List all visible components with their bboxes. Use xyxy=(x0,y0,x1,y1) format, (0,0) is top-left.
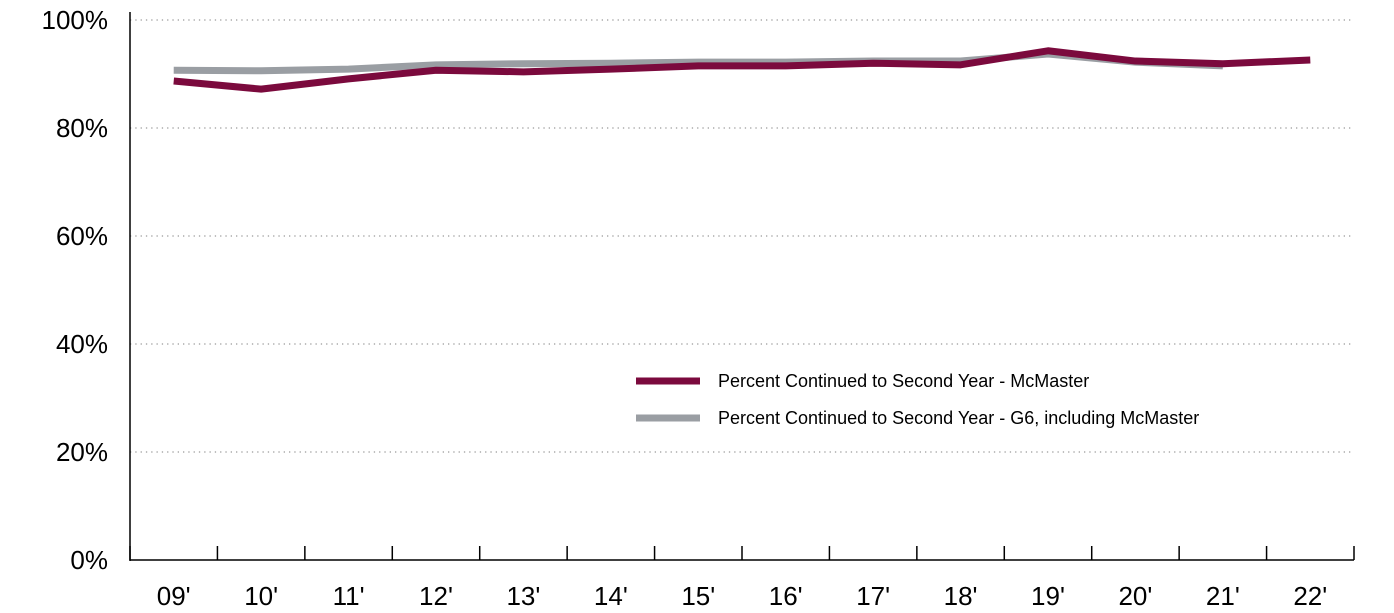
x-tick-label: 10' xyxy=(244,581,278,611)
x-tick-label: 14' xyxy=(594,581,628,611)
y-tick-label: 40% xyxy=(56,329,108,359)
x-tick-label: 19' xyxy=(1031,581,1065,611)
x-tick-label: 20' xyxy=(1118,581,1152,611)
x-tick-label: 13' xyxy=(506,581,540,611)
y-tick-label: 100% xyxy=(42,5,109,35)
x-tick-label: 21' xyxy=(1206,581,1240,611)
y-tick-label: 20% xyxy=(56,437,108,467)
x-tick-label: 09' xyxy=(157,581,191,611)
x-tick-label: 17' xyxy=(856,581,890,611)
x-tick-label: 18' xyxy=(944,581,978,611)
y-tick-label: 80% xyxy=(56,113,108,143)
legend-label: Percent Continued to Second Year - McMas… xyxy=(718,371,1089,391)
x-tick-label: 12' xyxy=(419,581,453,611)
series-line xyxy=(173,47,1311,93)
y-tick-label: 0% xyxy=(70,545,108,575)
x-tick-label: 16' xyxy=(769,581,803,611)
x-tick-label: 22' xyxy=(1293,581,1327,611)
x-tick-label: 15' xyxy=(681,581,715,611)
legend-label: Percent Continued to Second Year - G6, i… xyxy=(718,408,1199,428)
x-tick-label: 11' xyxy=(333,581,365,611)
y-tick-label: 60% xyxy=(56,221,108,251)
